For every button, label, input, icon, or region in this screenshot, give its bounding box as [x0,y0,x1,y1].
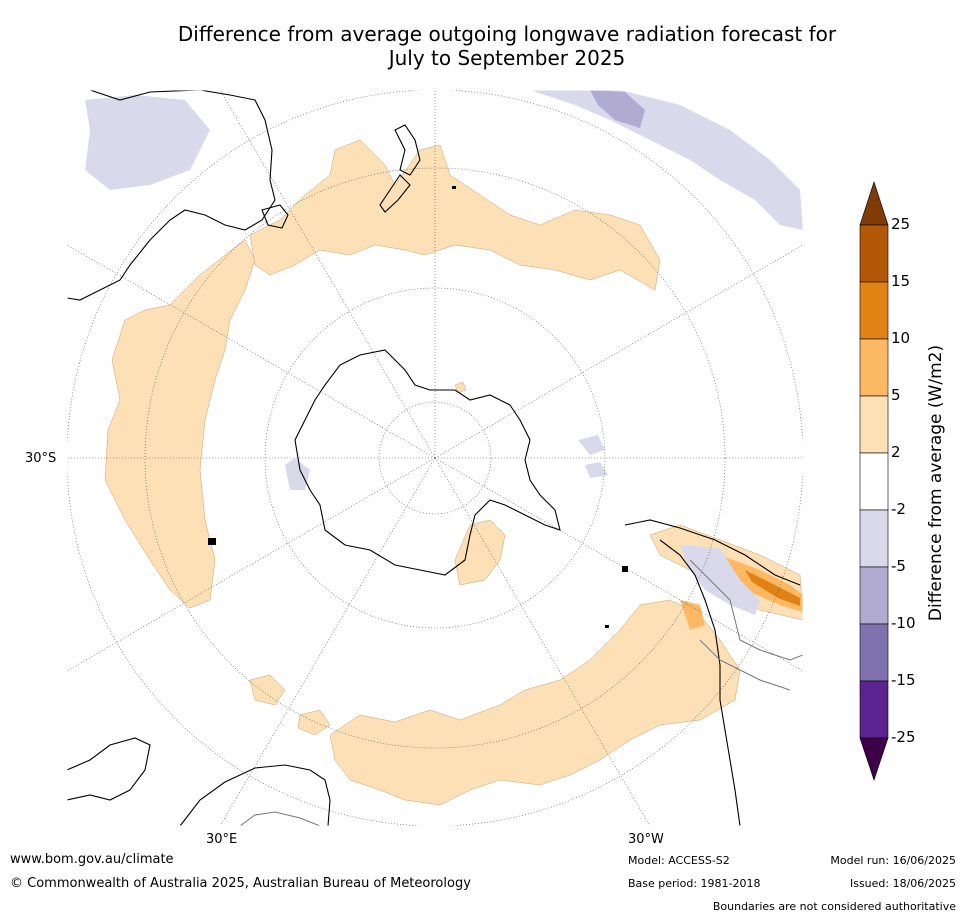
new-zealand-north-coastline [394,124,421,176]
colorbar-box-neg25-neg15 [859,680,889,739]
meridian-150w [434,244,803,459]
footer-copyright: © Commonwealth of Australia 2025, Austra… [10,876,471,891]
new-zealand-south-coastline [379,174,411,213]
colorbar-box-5-10 [859,338,889,397]
meridian-60w [434,457,651,826]
coastlines [67,90,801,826]
lon-label-30w: 30°W [628,832,664,847]
colorbar-box-15-25 [859,224,889,283]
australia-coastline [67,90,276,301]
anomaly-neg-2-to-neg-5-regions [85,90,803,615]
colorbar-tick-5: 5 [891,386,901,404]
anomaly-patch-neg-small-1 [285,458,310,490]
colorbar-extend-top [859,181,889,226]
anomaly-patch-neg-indian [85,95,210,190]
colorbar-tick-neg15: -15 [891,671,916,689]
anomaly-patch-neg-small-3 [585,462,608,478]
colorbar-tick-neg2: -2 [891,500,906,518]
footer-website: www.bom.gov.au/climate [10,852,174,867]
footer-model: Model: ACCESS-S2 [628,854,730,867]
anomaly-patch-andes-10-15 [745,570,800,606]
colorbar-box-10-15 [859,281,889,340]
footer-model-run: Model run: 16/06/2025 [830,854,956,867]
meridian-90w [434,457,803,672]
colorbar-box-neg2-2 [859,452,889,511]
island-kerguelen [208,538,216,545]
title-line-1: Difference from average outgoing longwav… [177,22,837,46]
colorbar-box-neg10-neg5 [859,566,889,625]
title-line-2: July to September 2025 [388,46,626,70]
graticule [67,90,803,826]
footer-base-period: Base period: 1981-2018 [628,877,761,890]
anomaly-5-to-15-regions [680,555,803,630]
anomaly-patch-tasman [249,139,661,291]
colorbar-tick-25: 25 [891,215,911,233]
meridian-120e-b [219,90,436,459]
anomaly-patch-neg-pacific-core [590,90,645,128]
anomaly-neg-5-to-neg-10-regions [590,90,645,128]
parallel-45s [144,167,726,749]
anomaly-patch-small-2 [297,709,331,736]
country-borders [239,559,803,826]
islands [208,186,628,628]
colorbar [859,181,889,781]
south-america-coastline [624,519,801,826]
anomaly-patch-small-3 [454,381,467,394]
anomaly-patch-neg-south-america [680,545,760,615]
island-south-georgia [605,625,609,628]
footer-disclaimer: Boundaries are not considered authoritat… [712,900,956,913]
map-panel [67,90,803,826]
map-border [66,89,804,827]
colorbar-tick-2: 2 [891,443,901,461]
colorbar-tick-neg25: -25 [891,728,916,746]
southern-africa-coastline [179,764,331,826]
colorbar-extend-bottom [859,737,889,781]
colorbar-title: Difference from average (W/m2) [926,344,946,622]
map-title: Difference from average outgoing longwav… [0,22,965,70]
island-chatham [452,186,456,189]
lon-label-30e: 30°E [206,832,238,847]
colorbar-tick-neg5: -5 [891,557,906,575]
colorbar-tick-15: 15 [891,272,911,290]
colorbar-box-2-5 [859,395,889,454]
anomaly-patch-south-atlantic [329,599,741,806]
colorbar-box-neg5-neg2 [859,509,889,568]
colorbar-box-neg15-neg10 [859,623,889,682]
colorbar-tick-10: 10 [891,329,911,347]
meridian-60e [219,457,436,826]
colorbar-tick-neg10: -10 [891,614,916,632]
parallel-75s [378,401,492,515]
anomaly-2-to-5-regions [104,139,803,806]
island-falkland [622,566,628,572]
footer-issued: Issued: 18/06/2025 [849,877,956,890]
anomaly-patch-neg-pacific [530,90,803,230]
meridian-90e [67,457,436,672]
lat-label-30s: 30°S [25,451,57,466]
meridian-150e [67,244,436,459]
antarctica-coastline [294,349,561,576]
anomaly-patch-andes-5-10-b [680,600,705,630]
anomaly-patch-small-1 [249,674,286,706]
tasmania-coastline [261,204,289,229]
parallel-60s [264,287,606,629]
anomaly-patch-neg-small-2 [578,435,605,455]
anomaly-patch-drake [454,519,506,586]
africa-coastline [67,737,151,801]
